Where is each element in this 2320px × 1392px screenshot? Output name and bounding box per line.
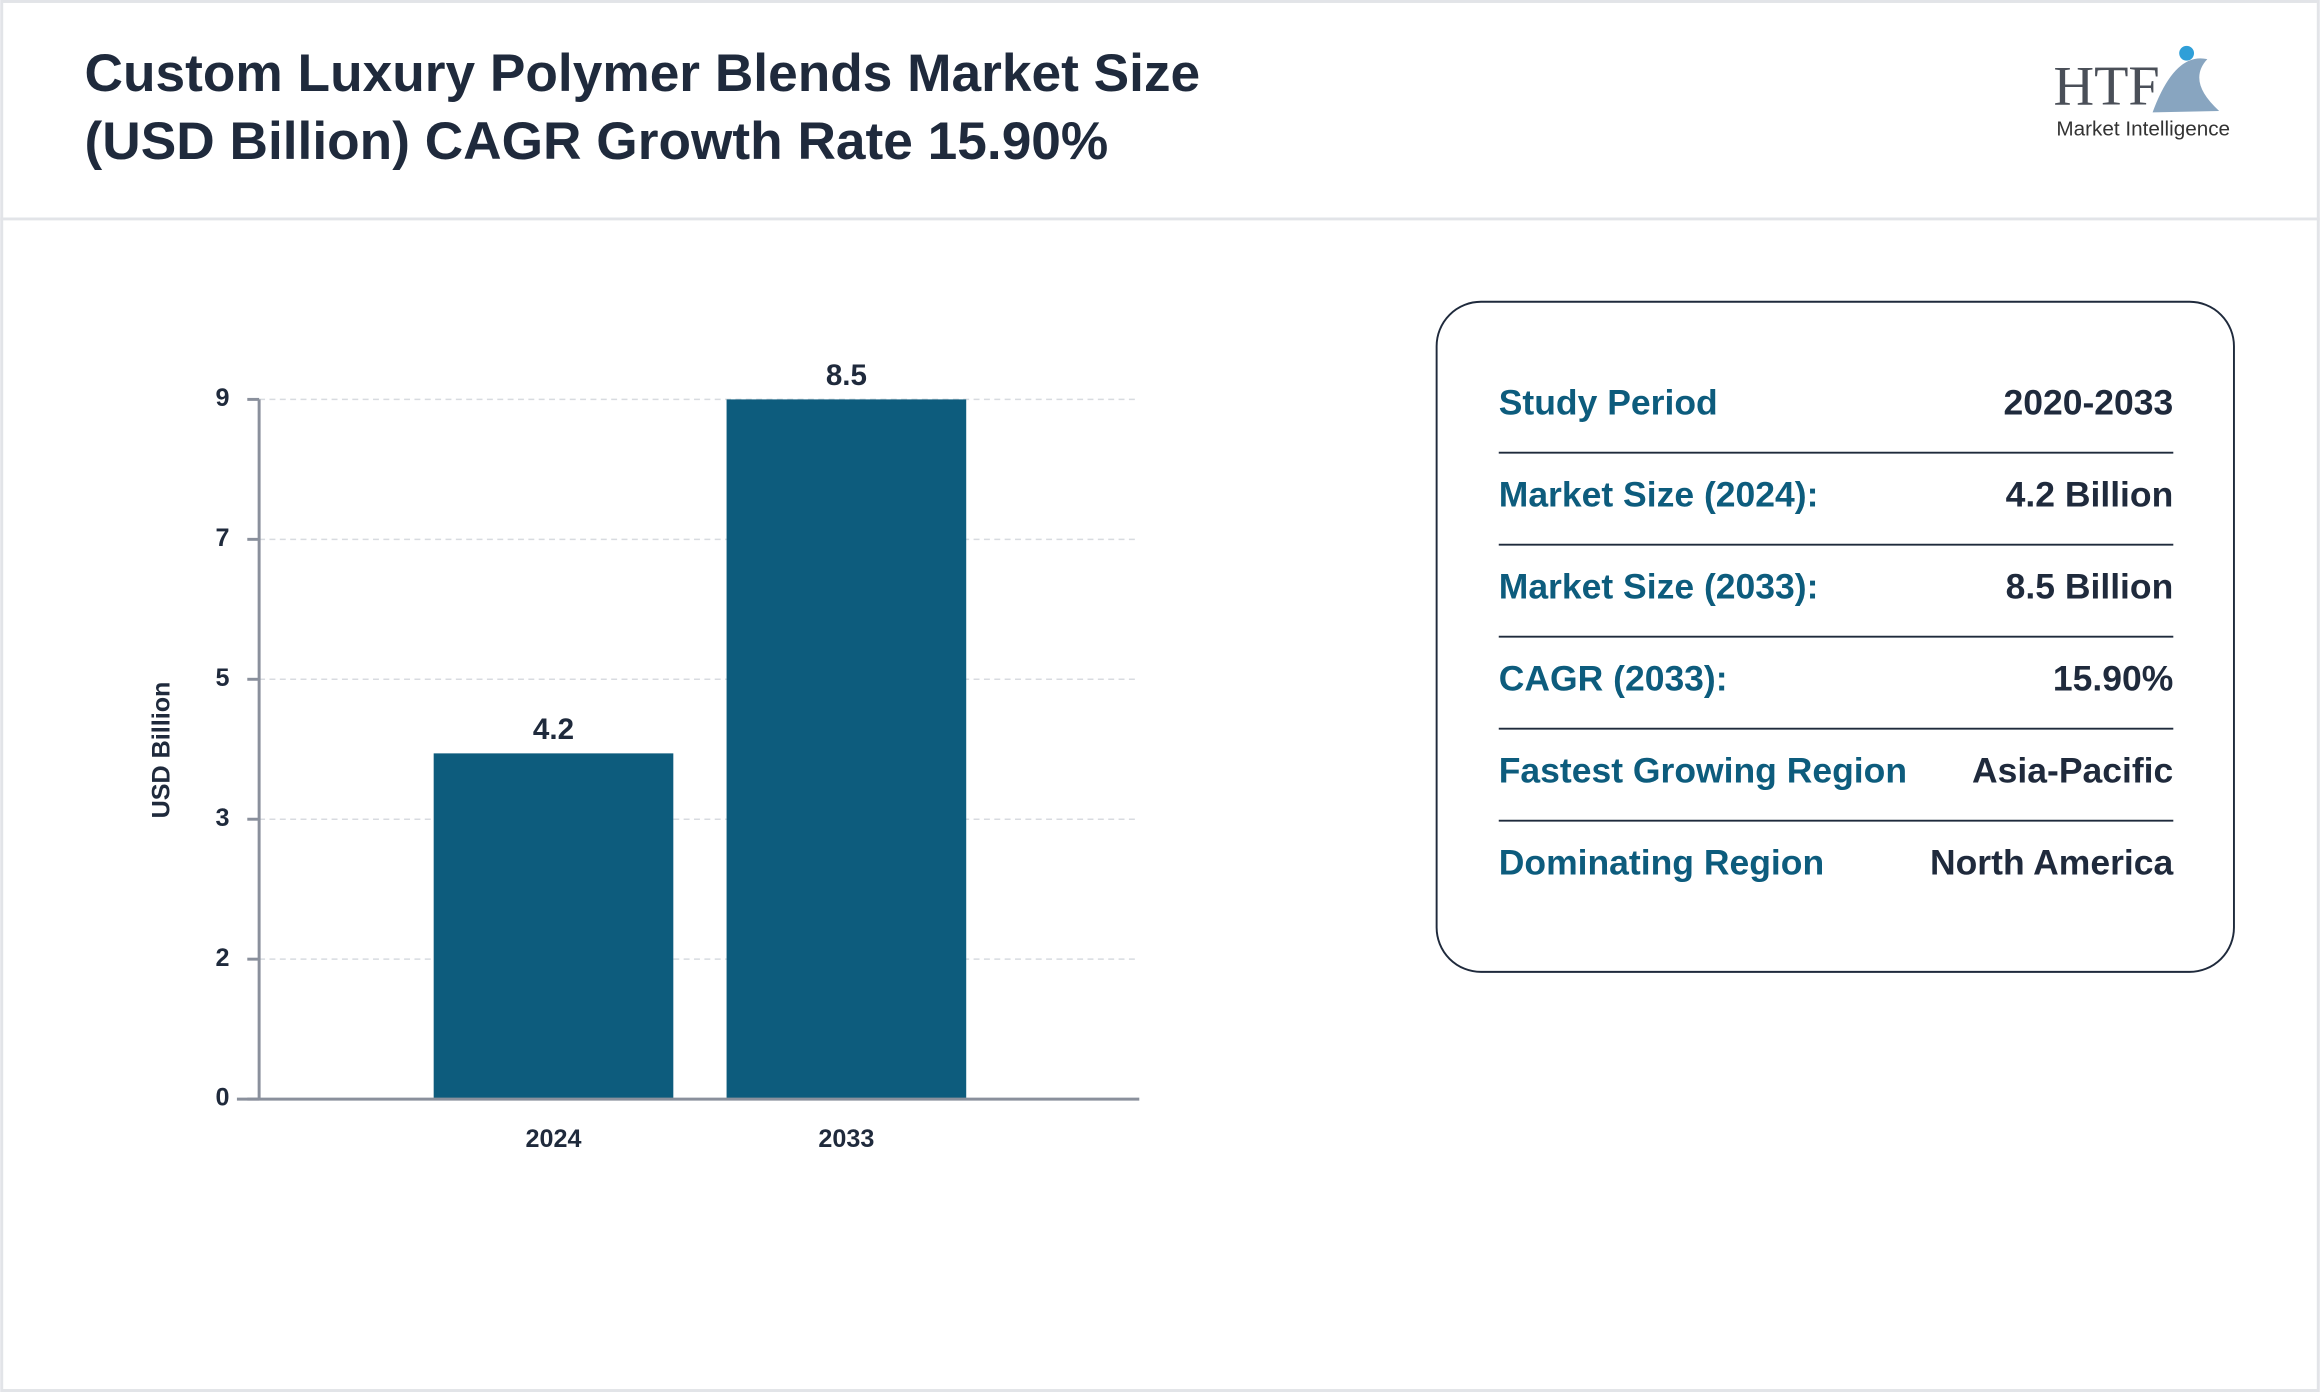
info-table: Study Period 2020-2033 Market Size (2024):…	[1499, 383, 2174, 883]
info-label: Dominating Region	[1499, 843, 1824, 883]
info-value: Asia-Pacific	[1972, 751, 2173, 791]
info-value: 8.5 Billion	[2006, 567, 2174, 607]
y-axis-label: USD Billion	[148, 682, 176, 819]
info-label: Market Size (2033):	[1499, 567, 1819, 607]
y-tick-label: 0	[216, 1084, 230, 1112]
x-tick-label: 2024	[526, 1125, 582, 1153]
title-line: (USD Billion) CAGR Growth Rate 15.90%	[85, 112, 1109, 171]
title-line: Custom Luxury Polymer Blends Market Size	[85, 44, 1201, 103]
info-value: 2020-2033	[2004, 383, 2174, 423]
value-label: 4.2	[533, 713, 574, 746]
bar	[433, 753, 674, 1100]
plot: 0 2 3 5 7 9 4.2 2024 8.5 2033	[216, 359, 1140, 1153]
info-value: 4.2 Billion	[2006, 475, 2174, 515]
logo-text: HTF	[2053, 56, 2159, 118]
bar	[726, 399, 967, 1100]
logo-subtitle: Market Intelligence	[2056, 118, 2230, 141]
info-value: North America	[1930, 843, 2174, 883]
y-tick-label: 3	[216, 804, 230, 832]
y-tick-label: 2	[216, 944, 230, 972]
logo-dot	[2179, 45, 2195, 61]
info-label: Market Size (2024):	[1499, 475, 1819, 515]
info-label: CAGR (2033):	[1499, 659, 1728, 699]
logo: HTF Market Intelligence	[2053, 45, 2230, 141]
x-tick-label: 2033	[818, 1125, 874, 1153]
y-tick-label: 7	[216, 524, 230, 552]
value-label: 8.5	[826, 359, 867, 392]
logo-shape	[2152, 58, 2220, 113]
y-tick-label: 9	[216, 384, 230, 412]
y-tick-label: 5	[216, 664, 230, 692]
info-value: 15.90%	[2053, 659, 2173, 699]
info-label: Fastest Growing Region	[1499, 751, 1907, 791]
info-label: Study Period	[1499, 383, 1718, 423]
